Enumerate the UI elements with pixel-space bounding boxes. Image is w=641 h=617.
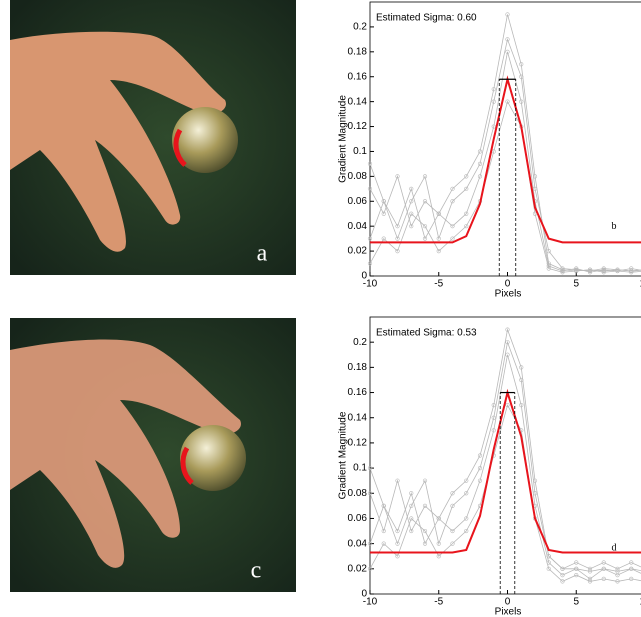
x-tick-label: 5 xyxy=(573,597,579,608)
y-tick-label: 0.14 xyxy=(348,96,368,107)
y-tick-label: 0.18 xyxy=(348,362,368,373)
y-tick-label: 0.02 xyxy=(348,246,368,257)
y-tick-label: 0.16 xyxy=(348,71,368,82)
annotation: Estimated Sigma: 0.53 xyxy=(376,328,477,339)
x-tick-label: -10 xyxy=(363,279,378,290)
chart: 00.020.040.060.080.10.120.140.160.180.2-… xyxy=(338,317,641,617)
panel-label: d xyxy=(612,542,617,553)
x-tick-label: -5 xyxy=(434,597,443,608)
y-tick-label: 0.08 xyxy=(348,171,368,182)
y-axis-label: Gradient Magnitude xyxy=(338,95,349,183)
panel-label: a xyxy=(257,241,268,267)
x-tick-label: -5 xyxy=(434,279,443,290)
panel-label: c xyxy=(251,558,262,584)
y-tick-label: 0.2 xyxy=(353,22,367,33)
y-tick-label: 0.14 xyxy=(348,412,368,423)
plot-frame xyxy=(370,2,641,276)
y-tick-label: 0.1 xyxy=(353,463,367,474)
y-axis-label: Gradient Magnitude xyxy=(338,411,349,499)
y-tick-label: 0.08 xyxy=(348,488,368,499)
x-axis-label: Pixels xyxy=(495,289,522,300)
x-tick-label: 5 xyxy=(573,279,579,290)
annotation: Estimated Sigma: 0.60 xyxy=(376,13,477,24)
y-tick-label: 0.2 xyxy=(353,337,367,348)
y-tick-label: 0.04 xyxy=(348,538,368,549)
y-tick-label: 0.16 xyxy=(348,387,368,398)
photo-a xyxy=(10,0,296,275)
y-tick-label: 0.04 xyxy=(348,221,368,232)
chart: 00.020.040.060.080.10.120.140.160.180.2-… xyxy=(338,2,641,300)
figure: a c 00.020.040.060.080.10.120.140.160.18… xyxy=(0,0,641,617)
y-tick-label: 0.12 xyxy=(348,121,368,132)
photo-c xyxy=(10,318,296,592)
y-tick-label: 0.12 xyxy=(348,438,368,449)
y-tick-label: 0.1 xyxy=(353,146,367,157)
y-tick-label: 0.02 xyxy=(348,563,368,574)
x-tick-label: -10 xyxy=(363,597,378,608)
y-tick-label: 0.06 xyxy=(348,513,368,524)
y-tick-label: 0.18 xyxy=(348,46,368,57)
panel-label: b xyxy=(612,221,617,232)
x-axis-label: Pixels xyxy=(495,607,522,617)
y-tick-label: 0.06 xyxy=(348,196,368,207)
